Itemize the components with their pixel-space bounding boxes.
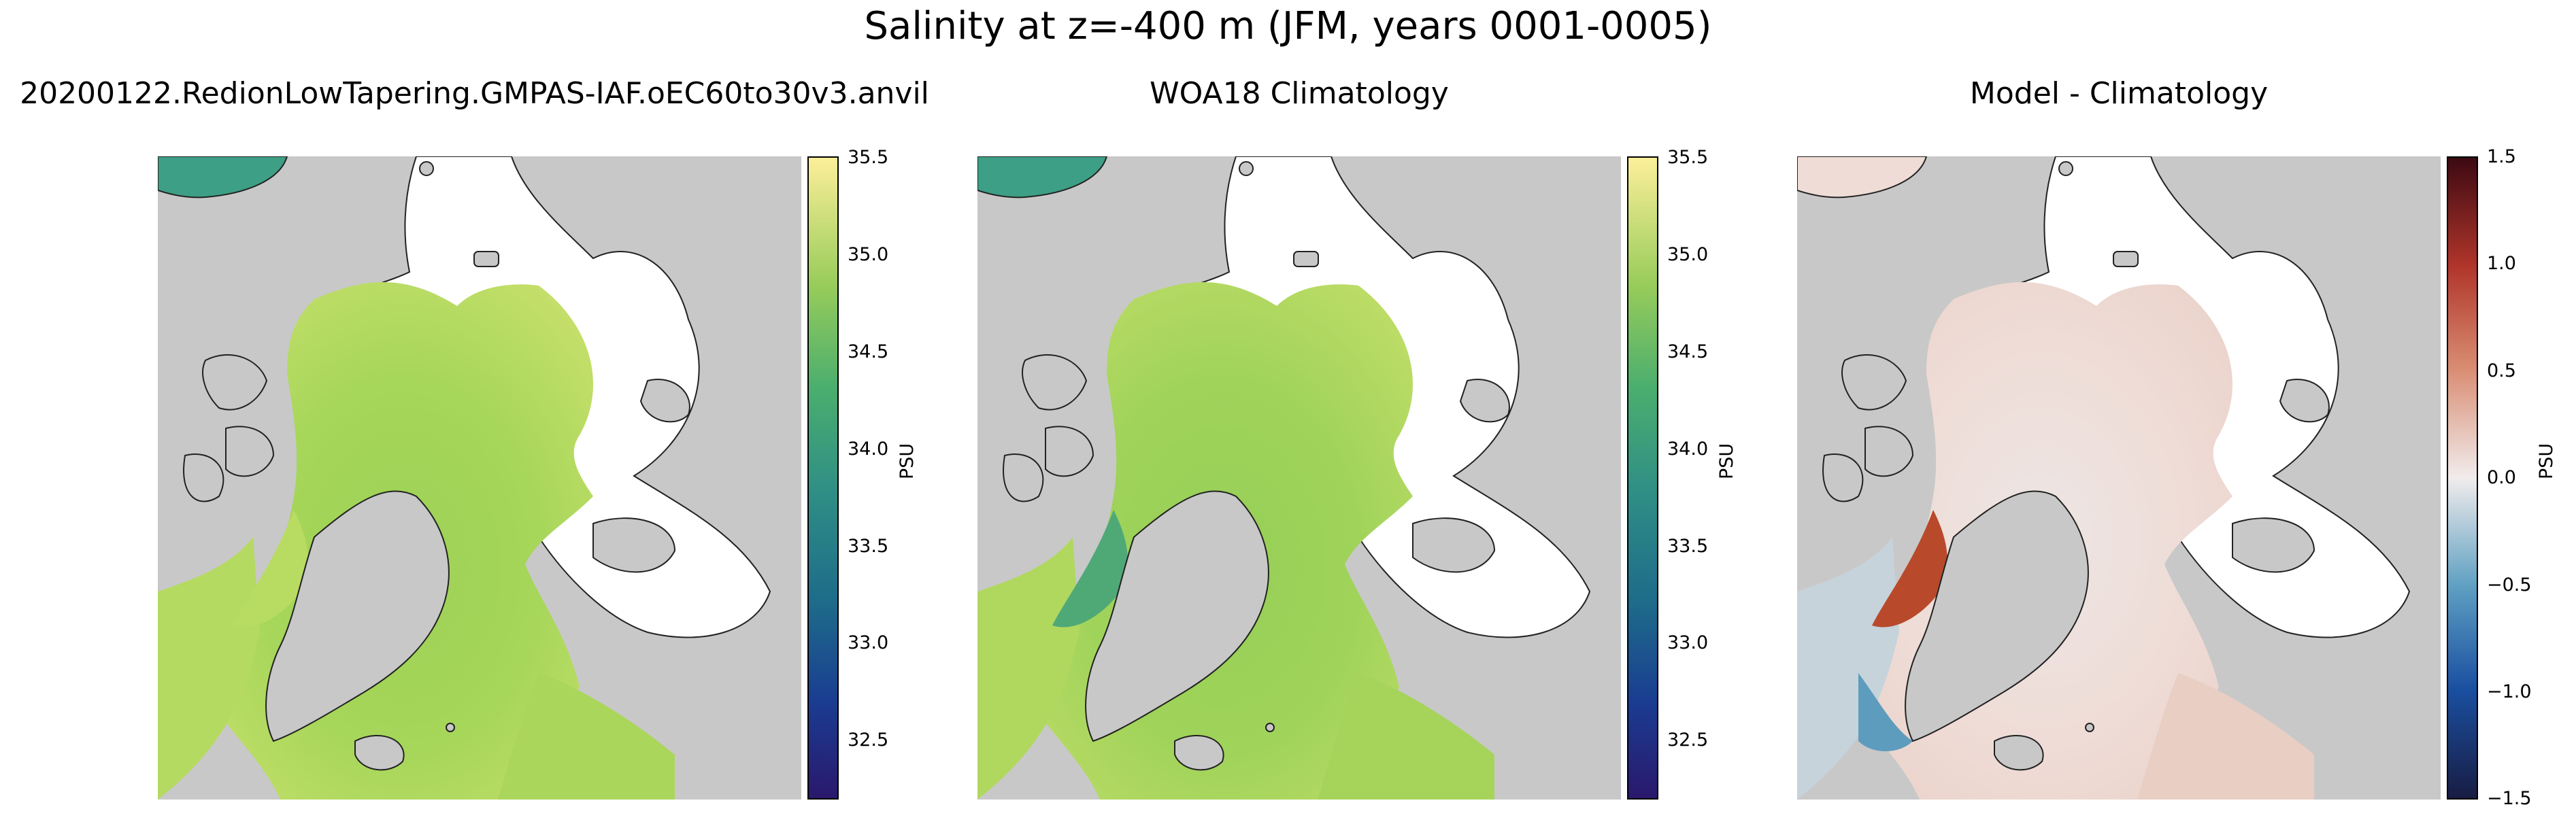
panel-title-model: 20200122.RedionLowTapering.GMPAS-IAF.oEC… [20,76,929,111]
cbar-tick: −0.5 [2487,574,2532,596]
cbar-tick: 35.0 [1667,244,1709,265]
cbar-tick: 34.5 [848,341,889,362]
colorbar-bias-label: PSU [2536,443,2557,479]
bias-salinity-map [1797,156,2441,800]
svalbard-island [2279,379,2330,423]
small-island [446,723,455,732]
svalbard-island [1459,379,1510,423]
atlantic-west-salinity [977,537,1080,800]
cbar-tick: 34.0 [848,439,889,460]
cbar-tick: 33.5 [848,536,889,557]
panel-title-bias: Model - Climatology [1969,76,2269,111]
cbar-tick: −1.0 [2487,681,2532,702]
greenland-landmass [1905,490,2089,742]
baffin-bay-salinity [233,510,308,628]
canadian-island-2 [1864,426,1914,477]
iceland-landmass [1174,735,1224,771]
canadian-island-3 [183,453,224,502]
nordic-seas-salinity [498,673,675,800]
small-island [2113,251,2139,267]
cbar-tick: 1.0 [2487,253,2516,274]
labrador-coast-bias [1858,673,1913,751]
labrador-sea-bias [1797,537,1899,800]
woa18-salinity-map [977,156,1621,800]
canadian-island-3 [1822,453,1864,502]
cbar-tick: 33.0 [848,632,889,653]
cbar-tick: 0.5 [2487,360,2516,381]
cbar-tick: 35.0 [848,244,889,265]
small-island [2058,161,2073,176]
colorbar-bias [2447,156,2478,800]
cbar-tick: 33.5 [1667,536,1709,557]
small-island [419,161,434,176]
cbar-tick: 34.0 [1667,439,1709,460]
cbar-tick: 32.5 [1667,729,1709,751]
baffin-bay-salinity [1052,510,1128,628]
canadian-island-1 [202,354,268,411]
canadian-island-3 [1003,453,1044,502]
baffin-bay-bias [1872,510,1947,628]
franz-josef-island [2232,517,2315,573]
canadian-island-1 [1022,354,1088,411]
franz-josef-island [592,517,676,573]
greenland-landmass [1085,490,1269,742]
small-island [1293,251,1319,267]
cbar-tick: −1.5 [2487,788,2532,809]
model-salinity-map [158,156,801,800]
colorbar-model-label: PSU [897,443,918,479]
atlantic-west-salinity [158,537,260,800]
cbar-tick: 0.0 [2487,467,2516,488]
nordic-seas-salinity [1318,673,1494,800]
north-pacific-patch [977,156,1108,199]
canadian-island-1 [1841,354,1907,411]
cbar-tick: 35.5 [1667,147,1709,168]
small-island [1265,723,1275,732]
north-pacific-patch [1797,156,1928,199]
cbar-tick: 35.5 [848,147,889,168]
iceland-landmass [354,735,405,771]
franz-josef-island [1412,517,1496,573]
iceland-landmass [1994,735,2044,771]
svalbard-island [639,379,690,423]
small-island [473,251,499,267]
figure-suptitle: Salinity at z=-400 m (JFM, years 0001-00… [864,4,1712,48]
canadian-island-2 [225,426,275,477]
cbar-tick: 33.0 [1667,632,1709,653]
cbar-tick: 1.5 [2487,146,2516,167]
cbar-tick: 34.5 [1667,341,1709,362]
north-pacific-patch [158,156,288,199]
canadian-island-2 [1045,426,1094,477]
small-island [2085,723,2094,732]
colorbar-model [807,156,839,800]
colorbar-woa18 [1627,156,1658,800]
greenland-landmass [265,490,450,742]
small-island [1239,161,1254,176]
nordic-seas-bias [2137,673,2314,800]
panel-title-woa18: WOA18 Climatology [1150,76,1449,111]
cbar-tick: 32.5 [848,729,889,751]
colorbar-woa18-label: PSU [1716,443,1737,479]
